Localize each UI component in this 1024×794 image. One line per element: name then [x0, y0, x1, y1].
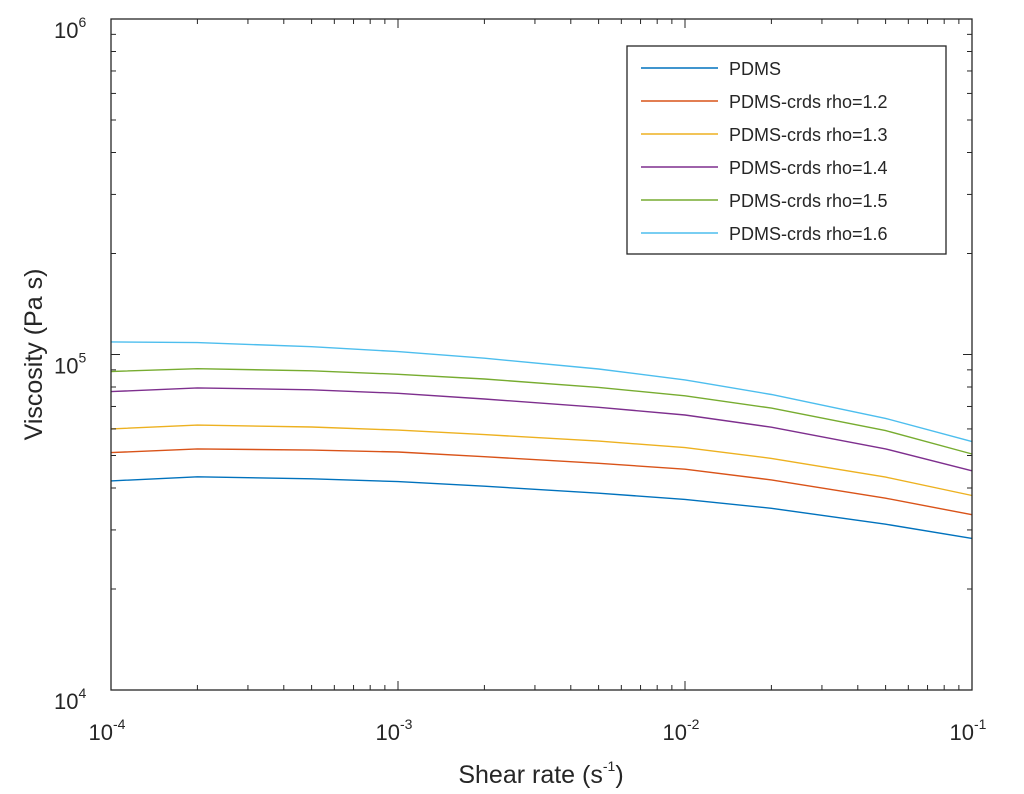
- y-tick-label: 105: [54, 350, 86, 379]
- legend-label: PDMS-crds rho=1.6: [729, 224, 888, 244]
- x-tick-label: 10-4: [89, 716, 126, 745]
- legend-label: PDMS-crds rho=1.5: [729, 191, 888, 211]
- legend-label: PDMS-crds rho=1.4: [729, 158, 888, 178]
- legend-box: [626, 45, 947, 255]
- legend-items: PDMS PDMS-crds rho=1.2 PDMS-crds rho=1.3 PD…: [641, 59, 888, 244]
- series-line-6: [110, 341, 973, 443]
- series-line-4: [110, 387, 973, 472]
- x-axis-label: Shear rate (s-1): [458, 758, 623, 789]
- series-line-2: [110, 448, 973, 516]
- series-line-1: [110, 476, 973, 540]
- x-tick-label: 10-2: [663, 716, 700, 745]
- y-axis-label: Viscosity (Pa s): [20, 269, 48, 441]
- x-tick-label: 10-3: [376, 716, 413, 745]
- x-axis-label-exponent: -1: [603, 758, 616, 774]
- plot-lines: [110, 341, 973, 540]
- legend-label: PDMS: [729, 59, 781, 79]
- legend: PDMS PDMS-crds rho=1.2 PDMS-crds rho=1.3 PD…: [626, 45, 947, 255]
- series-line-3: [110, 424, 973, 497]
- y-tick-label: 104: [54, 685, 86, 714]
- x-tick-label: 10-1: [950, 716, 987, 745]
- axis-ticks: [110, 19, 972, 691]
- series-line-5: [110, 367, 973, 455]
- legend-label: PDMS-crds rho=1.2: [729, 92, 888, 112]
- legend-label: PDMS-crds rho=1.3: [729, 125, 888, 145]
- tick-labels: 10-4 10-3 10-2 10-1 104 105 106: [54, 14, 987, 745]
- y-tick-label: 106: [54, 14, 86, 43]
- x-axis-label-close: ): [615, 761, 623, 789]
